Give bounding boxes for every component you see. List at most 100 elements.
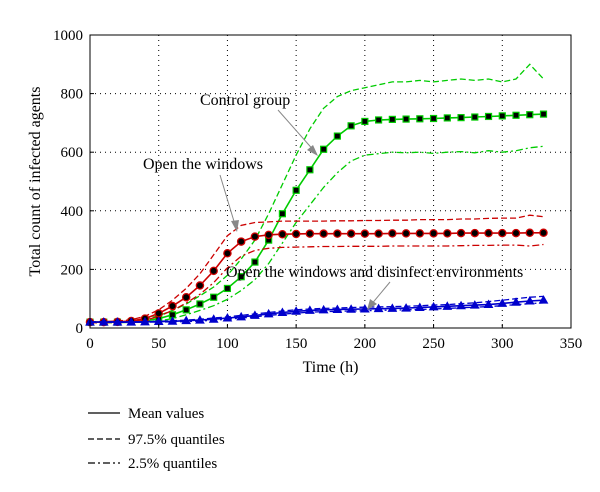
- data-point: [306, 166, 314, 174]
- data-point: [498, 228, 507, 238]
- data-point: [401, 303, 411, 312]
- data-point: [112, 317, 123, 326]
- series-upper-quantile-line: [90, 214, 544, 323]
- legend-label-lower: 2.5% quantiles: [128, 456, 217, 472]
- data-point: [236, 237, 246, 246]
- data-point: [484, 112, 493, 121]
- data-point: [539, 110, 548, 118]
- data-point: [456, 300, 466, 310]
- data-point: [346, 229, 356, 238]
- data-point: [346, 304, 356, 313]
- data-point: [539, 228, 548, 238]
- data-point: [182, 306, 190, 314]
- series-upper-quantile-line: [90, 63, 544, 323]
- data-point: [305, 305, 315, 314]
- data-point: [263, 308, 274, 318]
- annotation-disinfect: Open the windows and disinfect environme…: [226, 264, 523, 310]
- data-point: [414, 302, 425, 311]
- data-point: [498, 112, 506, 120]
- data-point: [320, 145, 328, 153]
- data-point: [305, 229, 315, 238]
- data-point: [511, 228, 521, 238]
- data-point: [497, 298, 508, 307]
- x-tick-label: 100: [216, 336, 239, 352]
- legend-label-mean: Mean values: [128, 406, 204, 422]
- data-point: [347, 122, 355, 130]
- axis-ticks: 0 50 100 150 200 250 300 350 0 200 400 600 800 1000: [53, 28, 582, 352]
- annotation-arrowhead-control-group: [307, 145, 318, 156]
- x-axis-label: Time (h): [303, 359, 359, 376]
- data-point: [98, 317, 109, 326]
- data-point: [195, 281, 205, 290]
- annotation-label-open-windows: Open the windows: [143, 156, 263, 173]
- data-point: [361, 117, 369, 126]
- x-tick-label: 350: [560, 336, 583, 352]
- data-point: [360, 229, 370, 238]
- data-point: [278, 229, 287, 239]
- annotation-arrowhead-open-windows: [231, 220, 239, 232]
- x-tick-label: 200: [354, 336, 377, 352]
- data-point: [181, 315, 192, 325]
- data-point: [332, 304, 343, 314]
- data-point: [196, 300, 204, 308]
- data-point: [195, 315, 205, 324]
- annotation-arrowhead-disinfect: [367, 299, 377, 310]
- annotation-label-control-group: Control group: [200, 92, 290, 109]
- data-point: [388, 115, 396, 123]
- data-point: [524, 296, 535, 305]
- legend-label-upper: 97.5% quantiles: [128, 432, 225, 448]
- x-tick-label: 50: [151, 336, 166, 352]
- annotation-label-disinfect: Open the windows and disinfect environme…: [226, 264, 523, 281]
- data-point: [442, 301, 453, 310]
- data-point: [319, 229, 328, 238]
- data-point: [140, 316, 150, 326]
- data-point: [168, 301, 177, 311]
- data-point: [374, 229, 383, 238]
- data-point: [209, 266, 218, 276]
- annotation-arrow-control-group: [277, 109, 317, 154]
- data-point: [387, 303, 398, 312]
- data-point: [470, 228, 480, 238]
- data-point: [471, 113, 479, 121]
- data-point: [278, 210, 286, 218]
- y-tick-label: 600: [61, 145, 84, 161]
- series-mean-line: [90, 299, 544, 323]
- data-point: [223, 284, 232, 293]
- data-point: [526, 111, 534, 119]
- x-tick-label: 300: [491, 336, 514, 352]
- data-point: [291, 306, 302, 315]
- y-tick-label: 200: [61, 262, 84, 278]
- series-open-the-windows-and-disinfect-environments: [85, 295, 549, 326]
- data-point: [223, 249, 232, 258]
- series-open-the-windows: [85, 214, 548, 327]
- data-point: [402, 115, 410, 123]
- data-point: [388, 229, 397, 238]
- data-point: [456, 228, 466, 238]
- data-point: [333, 229, 342, 238]
- data-point: [264, 230, 273, 240]
- data-point: [277, 307, 288, 316]
- x-tick-label: 150: [285, 336, 308, 352]
- data-point: [222, 313, 233, 322]
- plot-frame: [89, 34, 572, 329]
- y-tick-label: 800: [61, 87, 84, 103]
- annotation-open-windows: Open the windows: [143, 156, 263, 232]
- series-control-group: [86, 63, 548, 326]
- data-point: [167, 316, 178, 325]
- series-mean-line: [90, 232, 544, 323]
- grid: [90, 35, 571, 328]
- data-point: [208, 314, 219, 323]
- data-point: [443, 114, 451, 122]
- annotation-arrow-open-windows: [219, 174, 237, 229]
- data-point: [457, 114, 465, 122]
- series-lower-quantile-line: [90, 243, 544, 324]
- data-point: [250, 310, 260, 319]
- data-point: [291, 229, 301, 239]
- data-point: [429, 229, 438, 238]
- data-point: [126, 317, 137, 326]
- data-point: [250, 232, 260, 241]
- data-point: [237, 273, 245, 281]
- data-point: [210, 293, 218, 301]
- x-tick-label: 0: [86, 336, 94, 352]
- data-point: [318, 304, 329, 314]
